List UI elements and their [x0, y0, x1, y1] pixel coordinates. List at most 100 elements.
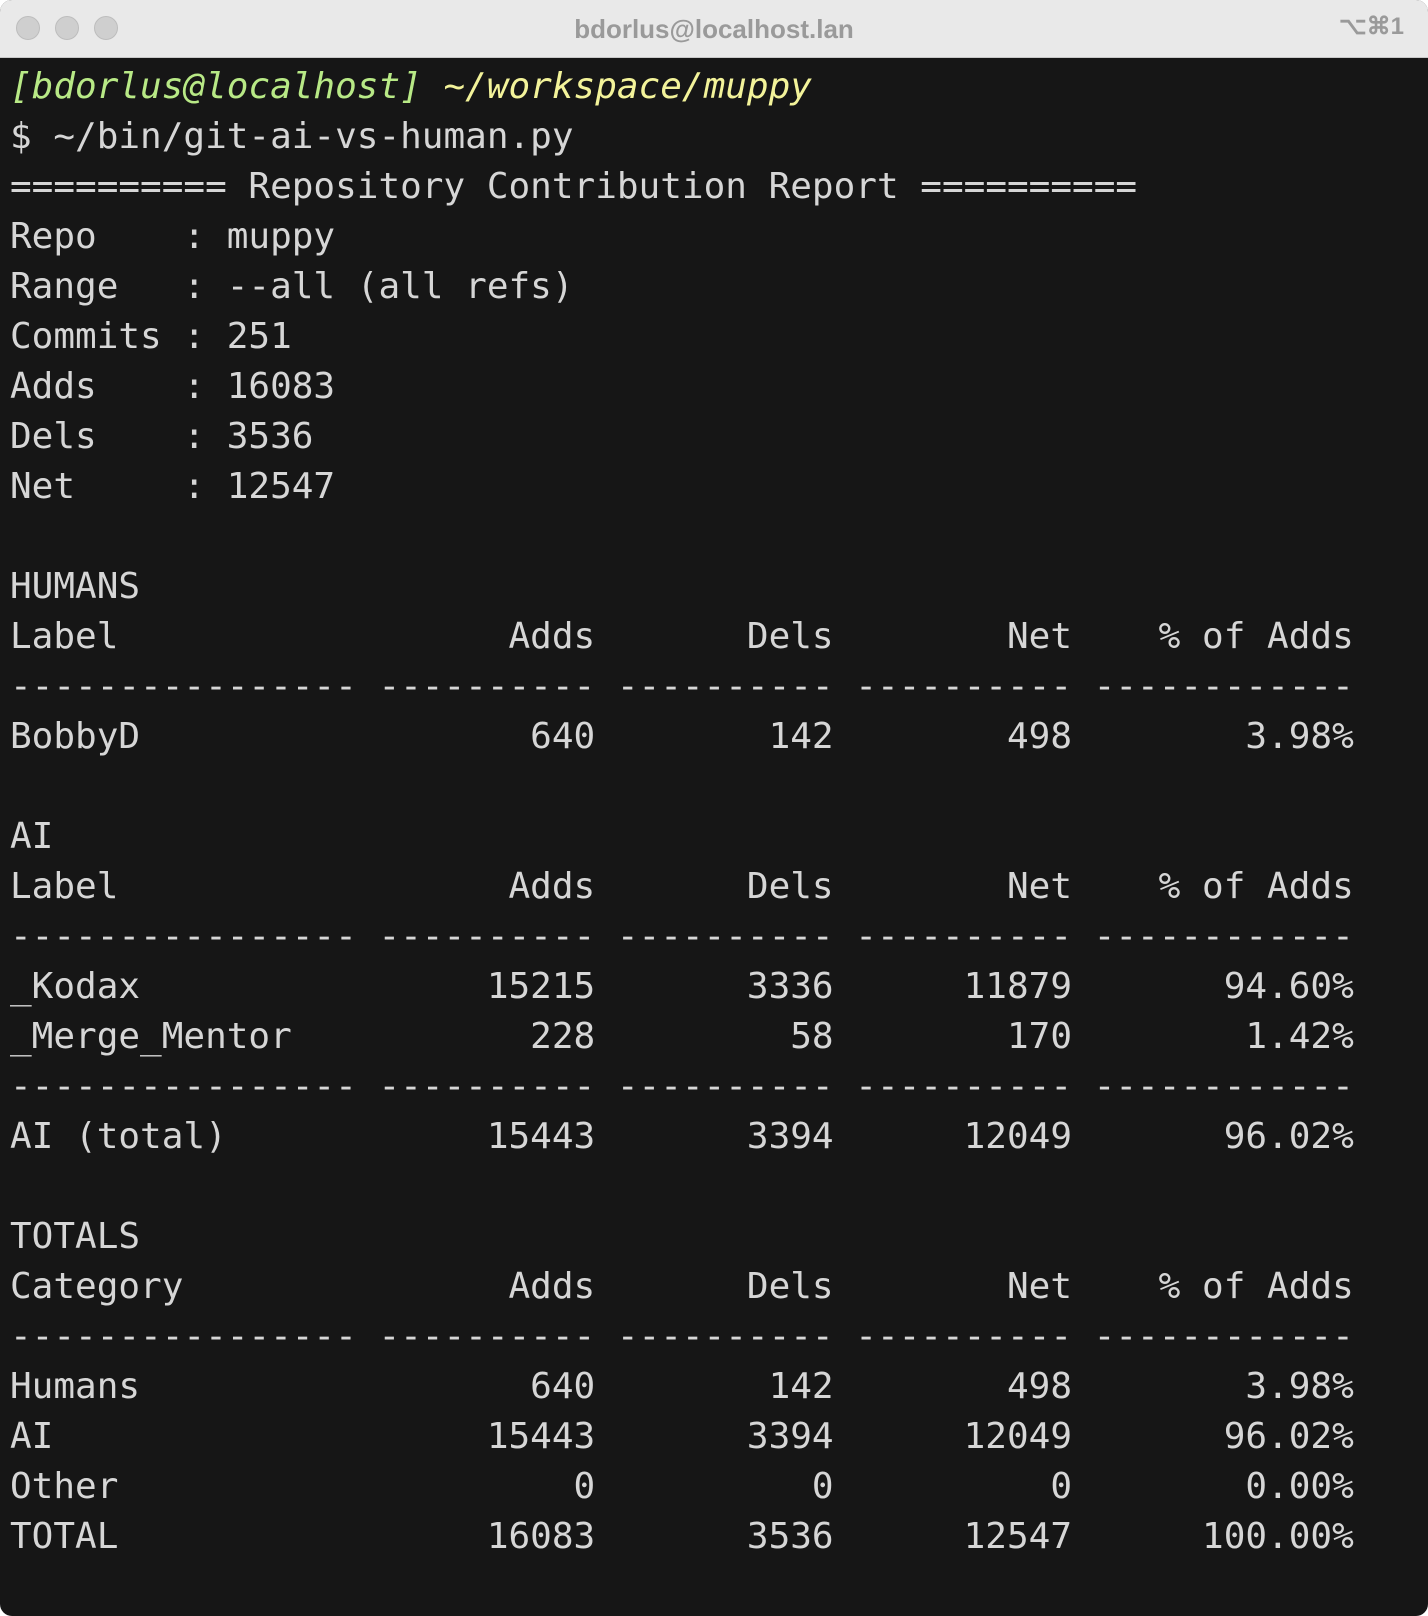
- summary-separator: :: [183, 466, 206, 507]
- column-header: Adds: [508, 866, 596, 907]
- column-header: % of Adds: [1158, 866, 1354, 907]
- section-title: HUMANS: [10, 566, 141, 607]
- rule: ----------: [855, 1066, 1073, 1107]
- data-row: Humans 640 142 498 3.98%: [10, 1362, 1354, 1412]
- summary-label: Net: [10, 466, 76, 507]
- rule-row: ---------------- ---------- ---------- ----…: [10, 662, 1354, 712]
- table-cell: 1.42%: [1245, 1016, 1354, 1057]
- table-cell: 94.60%: [1223, 966, 1354, 1007]
- column-header: % of Adds: [1158, 1266, 1354, 1307]
- summary-label: Commits: [10, 316, 162, 357]
- table-cell: 142: [768, 716, 834, 757]
- rule: ----------: [855, 666, 1073, 707]
- minimize-button[interactable]: [55, 16, 79, 40]
- summary-line: Range: --all (all refs): [10, 262, 1354, 312]
- table-cell: 0: [811, 1466, 834, 1507]
- data-row: TOTAL 16083 3536 12547 100.00%: [10, 1512, 1354, 1562]
- summary-separator: :: [183, 316, 206, 357]
- summary-value: muppy: [226, 216, 336, 257]
- column-header: % of Adds: [1158, 616, 1354, 657]
- rule: ----------------: [10, 1066, 357, 1107]
- table-cell: Humans: [10, 1366, 141, 1407]
- summary-value: 16083: [226, 366, 336, 407]
- table-cell: 0: [573, 1466, 596, 1507]
- summary-label: Repo: [10, 216, 97, 257]
- summary-line: Dels:3536: [10, 412, 1354, 462]
- rule: ----------: [616, 916, 834, 957]
- rule: ----------: [378, 916, 596, 957]
- rule: ----------: [616, 1316, 834, 1357]
- table-cell: 11879: [963, 966, 1072, 1007]
- table-cell: 96.02%: [1223, 1416, 1354, 1457]
- data-row: Other 0 0 0 0.00%: [10, 1462, 1354, 1512]
- data-row: AI 15443 3394 12049 96.02%: [10, 1412, 1354, 1462]
- summary-value: 3536: [226, 416, 314, 457]
- zoom-button[interactable]: [94, 16, 118, 40]
- close-button[interactable]: [16, 16, 40, 40]
- column-header-row: Category Adds Dels Net % of Adds: [10, 1262, 1354, 1312]
- blank-line: [10, 762, 1354, 812]
- table-cell: 15215: [486, 966, 596, 1007]
- data-row: _Merge_Mentor 228 58 170 1.42%: [10, 1012, 1354, 1062]
- section-title: AI: [10, 816, 54, 857]
- window-title: bdorlus@localhost.lan: [574, 14, 854, 44]
- table-cell: AI: [10, 1416, 54, 1457]
- table-cell: 3394: [746, 1416, 834, 1457]
- column-header: Category: [10, 1266, 184, 1307]
- summary-separator: :: [183, 366, 206, 407]
- column-header: Dels: [746, 1266, 834, 1307]
- column-header: Net: [1006, 616, 1072, 657]
- summary-value: 12547: [226, 466, 336, 507]
- command-line: $ ~/bin/git-ai-vs-human.py: [10, 116, 574, 157]
- table-cell: 3394: [746, 1116, 834, 1157]
- window-shortcut: ⌥⌘1: [1338, 13, 1404, 40]
- rule-row: ---------------- ---------- ---------- ----…: [10, 1062, 1354, 1112]
- table-cell: 498: [1006, 1366, 1072, 1407]
- table-cell: TOTAL: [10, 1516, 119, 1557]
- table-cell: 15443: [486, 1116, 596, 1157]
- data-row: _Kodax 15215 3336 11879 94.60%: [10, 962, 1354, 1012]
- summary-value: --all (all refs): [226, 266, 574, 307]
- rule-row: ---------------- ---------- ---------- ----…: [10, 1312, 1354, 1362]
- summary-value: 251: [226, 316, 292, 357]
- prompt-cwd: ~/workspace/muppy: [443, 66, 812, 107]
- table-cell: _Kodax: [10, 966, 141, 1007]
- summary-label: Dels: [10, 416, 97, 457]
- report-heading: ========== Repository Contribution Repor…: [10, 166, 1138, 207]
- table-cell: 142: [768, 1366, 834, 1407]
- column-header: Net: [1006, 866, 1072, 907]
- table-cell: 16083: [486, 1516, 596, 1557]
- terminal-output: [bdorlus@localhost] ~/workspace/muppy $ ~…: [10, 62, 1354, 1562]
- rule: ----------: [378, 1316, 596, 1357]
- table-cell: 3.98%: [1245, 716, 1354, 757]
- table-cell: 100.00%: [1202, 1516, 1354, 1557]
- table-cell: 0: [1050, 1466, 1072, 1507]
- table-cell: 3.98%: [1245, 1366, 1354, 1407]
- summary-line: Commits:251: [10, 312, 1354, 362]
- table-cell: BobbyD: [10, 716, 141, 757]
- rule: ----------------: [10, 916, 357, 957]
- rule: ------------: [1093, 1316, 1354, 1357]
- rule-row: ---------------- ---------- ---------- ----…: [10, 912, 1354, 962]
- table-cell: 170: [1006, 1016, 1072, 1057]
- rule: ----------------: [10, 666, 357, 707]
- table-cell: 12049: [963, 1416, 1072, 1457]
- rule: ------------: [1093, 916, 1354, 957]
- table-cell: 640: [530, 716, 596, 757]
- rule: ----------: [855, 1316, 1073, 1357]
- rule: ------------: [1093, 666, 1354, 707]
- summary-label: Adds: [10, 366, 97, 407]
- rule: ----------: [378, 1066, 596, 1107]
- section-title: TOTALS: [10, 1216, 141, 1257]
- column-header: Dels: [746, 866, 834, 907]
- summary-separator: :: [183, 266, 206, 307]
- column-header-row: Label Adds Dels Net % of Adds: [10, 612, 1354, 662]
- rule: ------------: [1093, 1066, 1354, 1107]
- blank-line: [10, 512, 1354, 562]
- summary-line: Repo: muppy: [10, 212, 1354, 262]
- rule: ----------: [378, 666, 596, 707]
- table-cell: Other: [10, 1466, 119, 1507]
- column-header: Adds: [508, 616, 596, 657]
- title-bar: bdorlus@localhost.lan ⌥⌘1: [0, 0, 1428, 58]
- column-header: Adds: [508, 1266, 596, 1307]
